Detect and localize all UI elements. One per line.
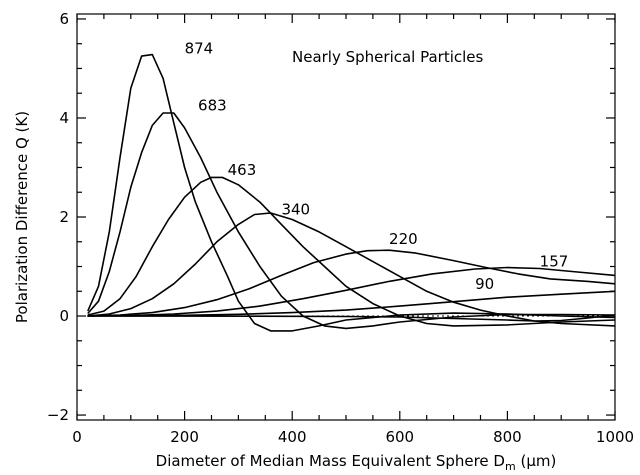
series-curve-463 [87, 176, 616, 327]
series-label-220: 220 [389, 230, 418, 248]
series-label-157: 157 [540, 253, 569, 271]
x-tick-label: 1000 [596, 428, 634, 446]
y-tick-label: 2 [59, 208, 69, 226]
series-curve-90 [87, 290, 616, 317]
series-curve-flat [87, 314, 616, 322]
x-tick-label: 0 [72, 428, 82, 446]
series-curve-874 [87, 53, 616, 332]
series-curve-220 [87, 249, 616, 317]
x-axis-label-subscript: m [505, 460, 516, 473]
series-label-340: 340 [281, 201, 310, 219]
series-label-874: 874 [185, 40, 214, 58]
x-tick-label: 400 [278, 428, 307, 446]
series-label-90: 90 [475, 275, 494, 293]
series-curve-683 [87, 112, 616, 330]
x-tick-label: 600 [385, 428, 414, 446]
x-axis-label-unit: (μm) [516, 452, 557, 470]
y-tick-label: −2 [47, 406, 69, 424]
y-tick-label: 6 [59, 10, 69, 28]
series-label-683: 683 [198, 97, 227, 115]
x-axis-label: Diameter of Median Mass Equivalent Spher… [156, 452, 557, 473]
x-axis-label-main: Diameter of Median Mass Equivalent Spher… [156, 452, 505, 470]
series-curve-340 [87, 212, 616, 327]
series-curve-157 [87, 266, 616, 317]
y-tick-label: 0 [59, 307, 69, 325]
plot-frame [76, 13, 616, 421]
y-axis-label: Polarization Difference Q (K) [13, 111, 31, 323]
series-labels: 874 683 463 340 220 157 90 [185, 40, 569, 293]
x-tick-label: 800 [493, 428, 522, 446]
axis-ticks [76, 14, 616, 420]
annotation-text: Nearly Spherical Particles [292, 48, 484, 66]
series-curves [87, 53, 616, 332]
y-tick-label: 4 [59, 109, 69, 127]
series-label-463: 463 [228, 161, 257, 179]
x-tick-label: 200 [170, 428, 199, 446]
